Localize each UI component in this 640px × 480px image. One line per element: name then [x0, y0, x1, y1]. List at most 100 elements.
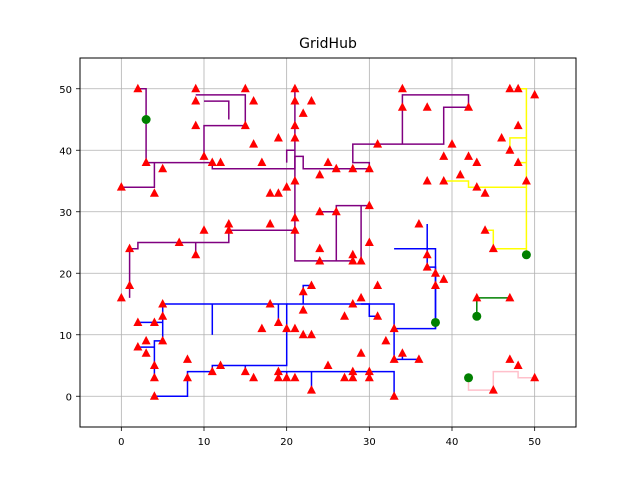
sink-point	[373, 311, 383, 320]
sink-point	[273, 366, 283, 376]
sink-point	[439, 274, 449, 283]
sink-point	[364, 200, 374, 210]
sink-point	[505, 354, 515, 363]
edge-purple	[285, 149, 295, 163]
sink-point	[265, 299, 275, 308]
sink-point	[273, 132, 283, 142]
y-tick-label: 20	[59, 269, 72, 280]
sink-point	[149, 391, 159, 400]
sink-point	[290, 372, 300, 382]
sink-point	[505, 292, 515, 302]
sink-point	[464, 102, 474, 111]
x-tick-label: 0	[118, 437, 124, 448]
sink-point	[224, 219, 234, 228]
sink-point	[488, 385, 498, 394]
sink-point	[356, 348, 366, 357]
sinks	[116, 83, 540, 400]
hub-point	[430, 317, 440, 327]
edge-purple	[137, 88, 470, 170]
sink-point	[149, 360, 159, 369]
chart-title: GridHub	[299, 36, 357, 52]
edge-blue	[426, 224, 437, 329]
sink-point	[141, 348, 151, 357]
sink-point	[265, 219, 275, 228]
sink-point	[364, 366, 374, 376]
sink-point	[389, 354, 399, 363]
sink-point	[389, 391, 399, 400]
y-axis: 0 10 20 30 40 50	[59, 85, 80, 403]
sink-point	[315, 243, 325, 253]
sink-point	[216, 360, 226, 369]
sink-point	[439, 151, 449, 160]
sink-point	[356, 255, 366, 265]
sink-point	[455, 169, 465, 179]
edge-purple	[319, 211, 338, 261]
sink-point	[273, 372, 283, 382]
sink-point	[315, 169, 325, 179]
sink-point	[158, 335, 168, 345]
plot-frame	[79, 57, 577, 428]
sink-point	[315, 206, 325, 216]
sink-point	[356, 292, 366, 302]
sink-point	[323, 157, 333, 167]
sink-point	[480, 225, 490, 234]
edge-pink	[492, 370, 535, 391]
sink-point	[306, 329, 316, 339]
sink-point	[257, 323, 267, 333]
edge-blue	[278, 370, 395, 397]
sink-point	[323, 360, 333, 369]
y-tick-label: 30	[59, 208, 72, 219]
sink-point	[472, 157, 482, 167]
sink-point	[282, 182, 292, 191]
sink-point	[298, 329, 308, 339]
sink-point	[472, 182, 482, 191]
sink-point	[207, 157, 217, 167]
sink-point	[290, 176, 300, 185]
sink-point	[182, 372, 192, 382]
sink-point	[141, 335, 151, 345]
sink-point	[430, 268, 440, 277]
sink-point	[249, 139, 259, 148]
hub-point	[472, 311, 482, 321]
sink-point	[125, 280, 135, 290]
hubs	[141, 115, 531, 383]
sink-point	[158, 163, 168, 173]
sink-point	[422, 249, 432, 259]
sink-point	[373, 139, 383, 148]
sink-point	[265, 188, 275, 197]
sink-point	[389, 323, 399, 333]
x-axis: 0 10 20 30 40 50	[118, 427, 541, 448]
sink-point	[447, 139, 457, 148]
sink-point	[174, 237, 184, 246]
sink-point	[513, 120, 523, 130]
sink-point	[116, 182, 126, 191]
sink-point	[216, 157, 226, 167]
sink-point	[315, 255, 325, 265]
sink-point	[348, 372, 358, 382]
sink-point	[505, 145, 515, 154]
sink-point	[306, 96, 316, 105]
edges	[121, 88, 535, 398]
sink-point	[364, 372, 374, 382]
sink-point	[348, 163, 358, 173]
sink-point	[273, 188, 283, 197]
sink-point	[348, 299, 358, 308]
sink-point	[282, 323, 292, 333]
sink-point	[298, 305, 308, 314]
edge-yellow	[443, 88, 528, 188]
edge-purple	[195, 94, 247, 157]
edge-blue	[153, 303, 288, 398]
edge-yellow	[485, 229, 527, 250]
sink-point	[240, 83, 250, 93]
sink-point	[340, 372, 350, 382]
sink-point	[331, 206, 341, 216]
sink-point	[290, 323, 300, 333]
sink-point	[257, 157, 267, 167]
sink-point	[240, 366, 250, 376]
sink-point	[422, 102, 432, 111]
sink-point	[191, 249, 201, 259]
sink-point	[331, 163, 341, 173]
sink-point	[497, 132, 507, 142]
x-tick-label: 20	[280, 437, 293, 448]
